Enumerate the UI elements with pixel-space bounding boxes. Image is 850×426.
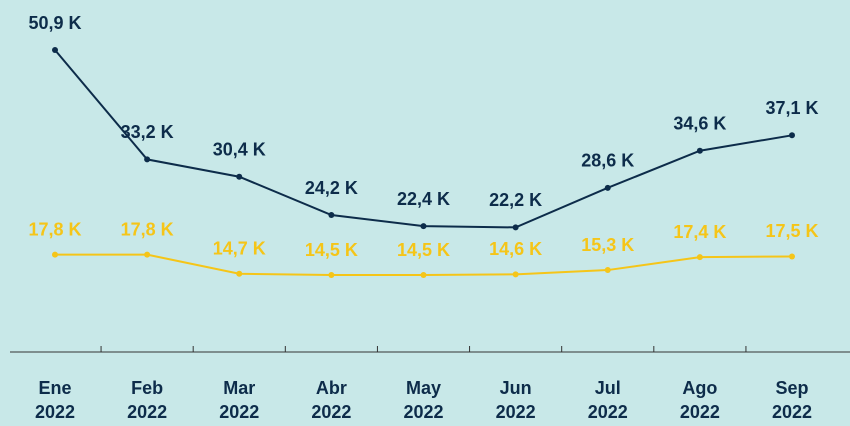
data-label: 30,4 K [213, 139, 266, 159]
point [328, 272, 335, 278]
point [52, 251, 58, 258]
x-tick-label: Jun 2022 [495, 378, 536, 422]
point [236, 173, 243, 180]
point [144, 251, 151, 258]
point [789, 253, 795, 260]
point [236, 270, 243, 277]
x-tick-label: Jul 2022 [587, 378, 628, 422]
point [512, 224, 519, 231]
data-label: 34,6 K [673, 114, 726, 134]
data-label: 17,5 K [765, 221, 818, 241]
data-label: 17,8 K [121, 219, 174, 239]
data-label: 17,4 K [673, 222, 726, 242]
data-label: 37,1 K [765, 98, 818, 118]
point [328, 212, 335, 219]
point [604, 184, 611, 191]
x-tick-label: May 2022 [403, 378, 444, 422]
data-label: 22,2 K [489, 190, 542, 210]
data-label: 50,9 K [28, 13, 81, 33]
data-label: 28,6 K [581, 151, 634, 171]
data-label: 15,3 K [581, 235, 634, 255]
data-label: 24,2 K [305, 178, 358, 198]
point [52, 47, 58, 53]
data-label: 14,5 K [397, 240, 450, 260]
data-label: 17,8 K [28, 219, 81, 239]
point [696, 147, 703, 154]
data-label: 14,7 K [213, 239, 266, 259]
x-tick-label: Sep 2022 [771, 378, 813, 422]
point [420, 272, 427, 278]
point [696, 254, 703, 261]
x-tick-label: Mar 2022 [219, 378, 260, 422]
data-label: 14,6 K [489, 239, 542, 259]
data-label: 14,5 K [305, 240, 358, 260]
point [604, 267, 611, 274]
data-label: 22,4 K [397, 189, 450, 209]
point [512, 271, 519, 278]
point [144, 156, 151, 163]
x-tick-label: Ago 2022 [679, 378, 720, 422]
x-tick-label: Abr 2022 [311, 378, 352, 422]
point [420, 223, 427, 230]
point [789, 132, 795, 139]
x-tick-label: Ene 2022 [34, 378, 76, 422]
x-tick-label: Feb 2022 [127, 378, 168, 422]
data-label: 33,2 K [121, 122, 174, 142]
